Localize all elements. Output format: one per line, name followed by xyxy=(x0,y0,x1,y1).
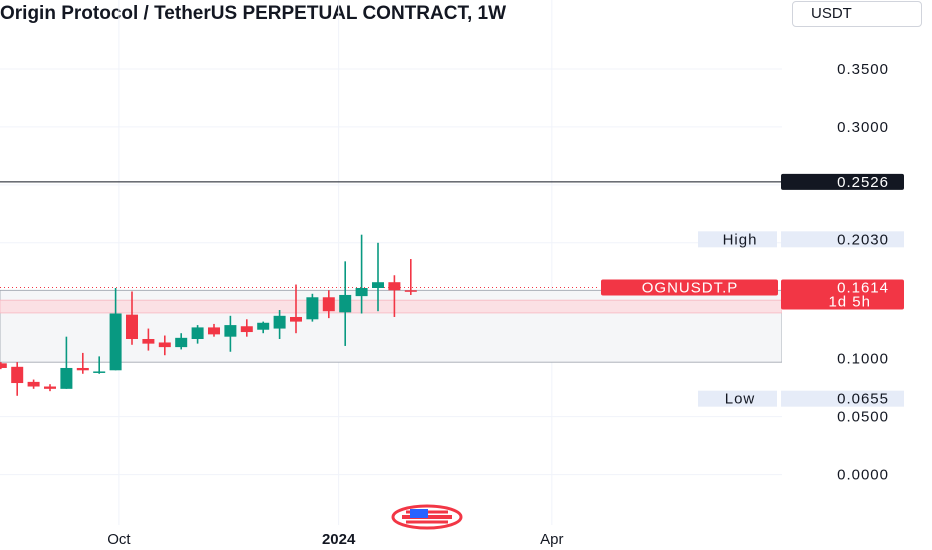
candle-body xyxy=(109,313,122,371)
low-label-text: Low xyxy=(725,391,756,408)
last-price-tag xyxy=(781,279,904,310)
candle xyxy=(240,319,253,337)
candle xyxy=(158,335,171,356)
y-tick-label: 0.3000 xyxy=(837,119,889,136)
candle-body xyxy=(273,315,286,329)
candle xyxy=(11,362,24,396)
candle-body xyxy=(257,322,270,330)
chart-grid xyxy=(0,0,782,525)
candle-body xyxy=(388,282,401,291)
candle-body xyxy=(44,386,56,389)
level-price-text: 0.2526 xyxy=(837,174,889,191)
symbol-tag-text: OGNUSDT.P xyxy=(642,280,739,297)
candle xyxy=(109,288,122,371)
candle xyxy=(60,336,73,389)
candle xyxy=(76,352,89,374)
candle xyxy=(257,321,270,334)
candle xyxy=(0,362,7,370)
candle xyxy=(191,325,204,344)
tradingview-logo-icon xyxy=(391,504,463,530)
candle-body xyxy=(208,327,220,335)
candle-body xyxy=(76,367,89,371)
candle xyxy=(93,356,106,374)
level-price-tag xyxy=(781,173,904,190)
candle xyxy=(306,293,319,322)
candle-body xyxy=(27,381,40,387)
candle-body xyxy=(126,314,138,339)
candle-body xyxy=(191,327,204,339)
time-axis: Oct 2024 Apr xyxy=(107,531,563,548)
candle xyxy=(322,290,335,319)
low-label-tag xyxy=(698,390,777,407)
countdown-text: 1d 5h xyxy=(828,294,871,311)
high-label-text: High xyxy=(723,231,758,248)
low-value-tag xyxy=(781,390,904,407)
price-axis-background xyxy=(782,28,932,525)
y-tick-label: 0.0000 xyxy=(837,467,889,484)
candle-body xyxy=(240,326,253,333)
candle xyxy=(175,333,188,350)
candle-body xyxy=(322,297,335,312)
candle-body xyxy=(0,363,7,368)
candle-body xyxy=(142,338,155,344)
y-tick-label: 0.0500 xyxy=(837,409,889,426)
candle xyxy=(388,275,401,317)
y-tick-label: 0.3500 xyxy=(837,61,889,78)
candle xyxy=(224,315,237,352)
candle xyxy=(27,379,40,389)
candle-body xyxy=(372,282,384,289)
candle-body xyxy=(355,288,368,297)
candle xyxy=(290,284,302,334)
price-axis: 0.3500 0.3000 0.1000 0.0500 0.0000 xyxy=(782,28,932,525)
candle-body xyxy=(175,337,188,348)
price-tags: 0.2526 High 0.2030 Low 0.0655 OGNUSDT.P 0.1614… xyxy=(601,173,904,408)
candle-body xyxy=(404,290,417,292)
candlestick-series xyxy=(0,234,417,396)
candle-body xyxy=(93,371,106,373)
candle xyxy=(372,242,384,312)
candle-body xyxy=(339,294,352,313)
horizontal-levels xyxy=(0,181,782,289)
candle xyxy=(355,234,368,314)
x-tick-label: Oct xyxy=(107,531,131,548)
candle xyxy=(339,261,352,346)
low-value-text: 0.0655 xyxy=(837,391,889,408)
x-tick-label: 2024 xyxy=(322,531,356,548)
candle-body xyxy=(224,325,237,337)
candle-body xyxy=(306,297,319,320)
candle xyxy=(142,328,155,351)
candle xyxy=(404,259,417,295)
currency-selector-button[interactable]: USDT xyxy=(792,1,922,27)
y-tick-label: 0.1000 xyxy=(837,351,889,368)
candle xyxy=(126,291,138,345)
last-price-text: 0.1614 xyxy=(837,280,889,297)
price-zone-1 xyxy=(0,299,783,314)
chart-title: Origin Protocol / TetherUS PERPETUAL CON… xyxy=(0,3,506,24)
x-tick-label: Apr xyxy=(540,531,563,548)
candle xyxy=(44,384,56,392)
high-value-text: 0.2030 xyxy=(837,231,889,248)
candle-body xyxy=(158,342,171,348)
candle-body xyxy=(290,316,302,322)
symbol-tag xyxy=(601,279,778,296)
high-value-tag xyxy=(781,231,904,248)
candle-body xyxy=(60,367,73,389)
high-label-tag xyxy=(698,231,777,248)
candle-body xyxy=(11,366,24,384)
candle xyxy=(208,323,220,337)
candle xyxy=(273,310,286,339)
